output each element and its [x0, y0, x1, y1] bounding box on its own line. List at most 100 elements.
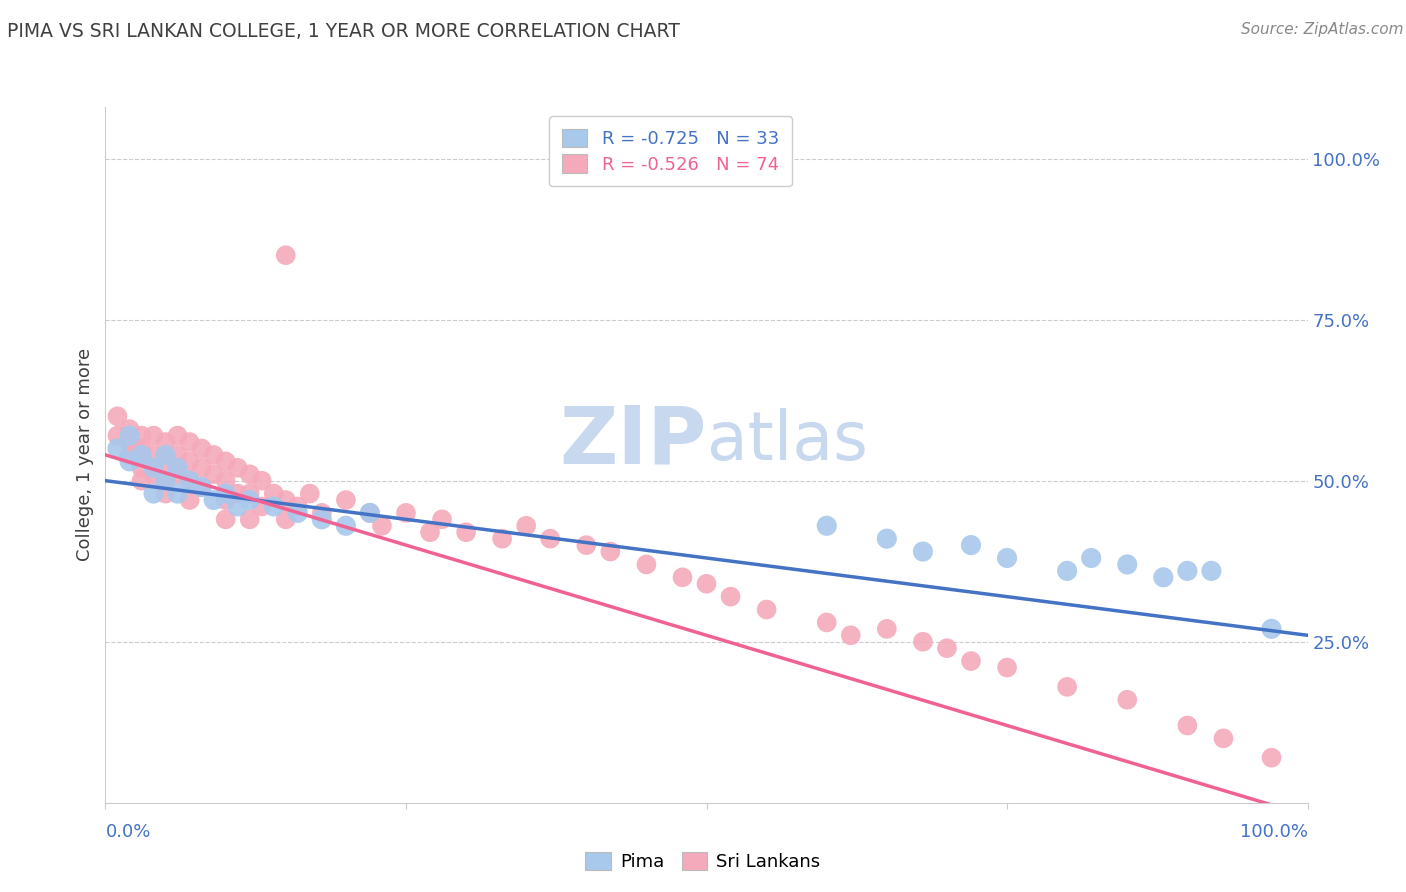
Point — [671, 570, 693, 584]
Point — [274, 493, 297, 508]
Point — [395, 506, 418, 520]
Legend: Pima, Sri Lankans: Pima, Sri Lankans — [578, 845, 828, 879]
Point — [430, 512, 453, 526]
Point — [538, 532, 561, 546]
Point — [1175, 718, 1198, 732]
Point — [131, 428, 153, 442]
Point — [166, 460, 188, 475]
Point — [166, 448, 188, 462]
Point — [142, 448, 165, 462]
Point — [311, 512, 333, 526]
Point — [107, 442, 129, 456]
Point — [239, 486, 262, 500]
Point — [226, 460, 249, 475]
Point — [371, 518, 394, 533]
Point — [239, 512, 262, 526]
Point — [142, 486, 165, 500]
Point — [155, 474, 177, 488]
Point — [179, 454, 201, 468]
Point — [995, 660, 1018, 674]
Point — [155, 448, 177, 462]
Point — [599, 544, 621, 558]
Point — [575, 538, 598, 552]
Text: Source: ZipAtlas.com: Source: ZipAtlas.com — [1240, 22, 1403, 37]
Point — [179, 474, 201, 488]
Point — [1260, 750, 1282, 764]
Point — [1080, 551, 1102, 566]
Point — [1260, 622, 1282, 636]
Point — [118, 448, 141, 462]
Point — [335, 518, 357, 533]
Point — [491, 532, 513, 546]
Point — [155, 454, 177, 468]
Point — [226, 500, 249, 514]
Point — [1175, 564, 1198, 578]
Point — [214, 493, 236, 508]
Text: atlas: atlas — [707, 408, 868, 474]
Point — [190, 480, 212, 494]
Point — [1212, 731, 1234, 746]
Point — [131, 474, 153, 488]
Point — [202, 448, 225, 462]
Point — [936, 641, 959, 656]
Point — [960, 538, 983, 552]
Point — [815, 518, 838, 533]
Point — [636, 558, 658, 572]
Point — [179, 493, 201, 508]
Point — [274, 248, 297, 262]
Point — [155, 474, 177, 488]
Point — [287, 506, 309, 520]
Point — [1116, 692, 1139, 706]
Point — [118, 435, 141, 450]
Point — [755, 602, 778, 616]
Point — [190, 480, 212, 494]
Point — [419, 525, 441, 540]
Point — [263, 486, 285, 500]
Point — [876, 532, 898, 546]
Point — [263, 500, 285, 514]
Point — [454, 525, 477, 540]
Point — [155, 486, 177, 500]
Point — [250, 500, 273, 514]
Point — [190, 442, 212, 456]
Point — [239, 493, 262, 508]
Point — [202, 493, 225, 508]
Point — [960, 654, 983, 668]
Point — [1152, 570, 1174, 584]
Point — [179, 474, 201, 488]
Point — [335, 493, 357, 508]
Point — [131, 460, 153, 475]
Point — [311, 506, 333, 520]
Point — [876, 622, 898, 636]
Point — [190, 460, 212, 475]
Text: 100.0%: 100.0% — [1240, 822, 1308, 840]
Point — [142, 428, 165, 442]
Point — [118, 454, 141, 468]
Text: PIMA VS SRI LANKAN COLLEGE, 1 YEAR OR MORE CORRELATION CHART: PIMA VS SRI LANKAN COLLEGE, 1 YEAR OR MO… — [7, 22, 681, 41]
Point — [1056, 680, 1078, 694]
Point — [142, 460, 165, 475]
Point — [515, 518, 537, 533]
Point — [298, 486, 321, 500]
Point — [1056, 564, 1078, 578]
Point — [720, 590, 742, 604]
Point — [166, 486, 188, 500]
Point — [274, 512, 297, 526]
Point — [287, 500, 309, 514]
Point — [214, 454, 236, 468]
Point — [226, 486, 249, 500]
Point — [1201, 564, 1223, 578]
Point — [1116, 558, 1139, 572]
Point — [131, 448, 153, 462]
Point — [202, 467, 225, 482]
Text: 0.0%: 0.0% — [105, 822, 150, 840]
Point — [214, 474, 236, 488]
Point — [359, 506, 381, 520]
Legend: R = -0.725   N = 33, R = -0.526   N = 74: R = -0.725 N = 33, R = -0.526 N = 74 — [550, 116, 792, 186]
Point — [118, 422, 141, 436]
Point — [155, 435, 177, 450]
Point — [911, 634, 934, 648]
Y-axis label: College, 1 year or more: College, 1 year or more — [76, 349, 94, 561]
Point — [131, 442, 153, 456]
Point — [911, 544, 934, 558]
